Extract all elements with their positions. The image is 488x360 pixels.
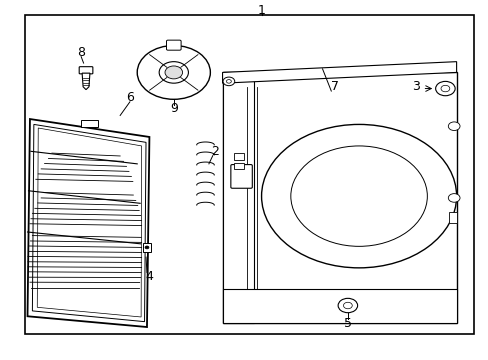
Circle shape [159, 62, 188, 83]
Circle shape [145, 246, 149, 249]
Circle shape [261, 125, 456, 268]
Polygon shape [222, 62, 456, 83]
Circle shape [447, 194, 459, 202]
Bar [234, 163, 244, 169]
Circle shape [343, 302, 351, 309]
Text: 3: 3 [411, 80, 419, 93]
Circle shape [337, 298, 357, 313]
Bar [234, 153, 244, 160]
Circle shape [226, 80, 231, 83]
Polygon shape [82, 73, 90, 90]
Bar [25, 15, 473, 334]
Circle shape [435, 81, 454, 96]
Text: 8: 8 [77, 46, 85, 59]
FancyBboxPatch shape [230, 165, 252, 188]
Bar [81, 121, 98, 127]
Text: 5: 5 [343, 317, 351, 330]
Text: 9: 9 [169, 102, 177, 115]
Circle shape [447, 122, 459, 131]
Text: 2: 2 [211, 145, 219, 158]
FancyBboxPatch shape [166, 40, 181, 50]
Polygon shape [37, 128, 142, 317]
Circle shape [223, 77, 234, 86]
Text: 6: 6 [126, 91, 134, 104]
Circle shape [290, 146, 427, 246]
Circle shape [164, 66, 182, 79]
Bar [222, 72, 254, 323]
Bar [222, 72, 456, 323]
Bar [222, 289, 456, 323]
Text: 7: 7 [330, 80, 338, 93]
Bar [448, 212, 456, 223]
FancyBboxPatch shape [79, 67, 93, 74]
Polygon shape [32, 125, 146, 321]
Polygon shape [27, 119, 149, 327]
Circle shape [137, 45, 210, 99]
Text: 1: 1 [257, 4, 265, 17]
Text: 4: 4 [145, 270, 153, 283]
Circle shape [440, 85, 449, 92]
Bar [142, 243, 151, 252]
